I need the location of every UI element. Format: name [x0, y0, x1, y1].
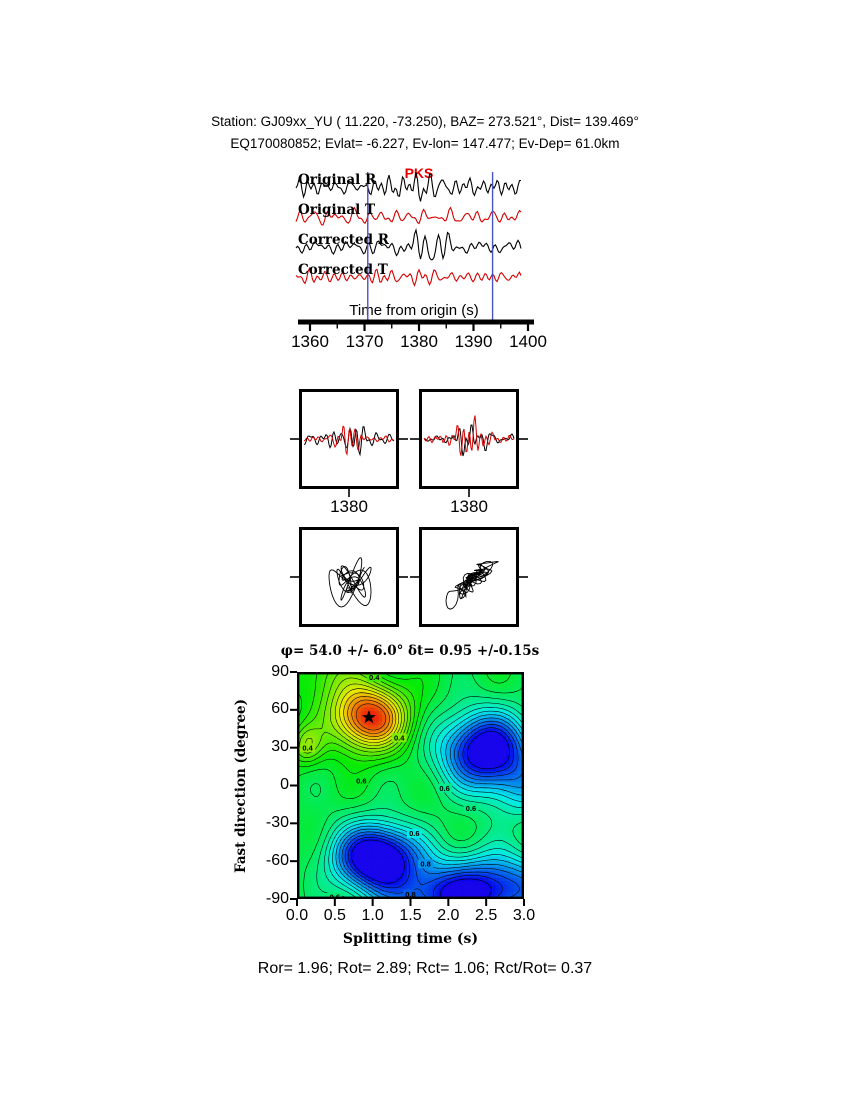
contour-ytick-60: 60 — [271, 700, 289, 718]
svg-text:0.8: 0.8 — [420, 860, 430, 869]
trace-label-1: Original T — [298, 202, 376, 218]
window-trace-r-1 — [423, 424, 515, 457]
window-waveform-box-original — [299, 389, 399, 489]
contour-ytick--90: -90 — [265, 889, 289, 907]
contour-ytick-30: 30 — [271, 738, 289, 756]
contour-xtick-0.5: 0.5 — [323, 907, 346, 924]
particle-motion-box-corrected — [419, 527, 519, 627]
window-waveform-box-corrected — [419, 389, 519, 489]
contour-label-2: 0.4 — [391, 733, 407, 742]
particle-motion-svg-corrected — [445, 560, 500, 610]
window-waveform-svg-corrected — [423, 415, 515, 457]
error-surface-svg: 0.4 0.4 0.4 0.6 0.6 0.6 0.6 0.8 0.8 0.6 — [297, 672, 524, 899]
contour-xtick-1.5: 1.5 — [399, 907, 422, 924]
contour-xtick-2.5: 2.5 — [475, 907, 498, 924]
contour-label-5: 0.6 — [463, 803, 479, 813]
contour-label-0: 0.4 — [366, 672, 382, 682]
best-fit-star — [362, 710, 376, 724]
window-tick-label-1: 1380 — [450, 497, 488, 516]
particle-motion-path-0 — [328, 557, 372, 608]
trace-label-3: Corrected T — [298, 262, 388, 278]
svg-text:0.4: 0.4 — [302, 744, 313, 753]
window-trace-t-0 — [303, 425, 395, 457]
contour-ytick-0: 0 — [280, 776, 289, 793]
contour-label-7: 0.8 — [418, 859, 434, 869]
contour-label-6: 0.6 — [406, 828, 422, 838]
svg-text:0.4: 0.4 — [369, 673, 380, 682]
event-header: EQ170080852; Evlat= -6.227, Ev-lon= 147.… — [230, 136, 620, 151]
svg-text:0.6: 0.6 — [466, 804, 476, 813]
contour-xtick-0.0: 0.0 — [285, 907, 309, 924]
time-tick-1380: 1380 — [400, 332, 438, 351]
svg-text:0.8: 0.8 — [405, 890, 415, 899]
contour-label-8: 0.8 — [403, 889, 418, 899]
time-axis-label: Time from origin (s) — [349, 302, 479, 319]
svg-text:0.6: 0.6 — [356, 776, 366, 785]
time-tick-1360: 1360 — [291, 332, 329, 351]
particle-motion-svg-uncorrected — [328, 557, 372, 608]
trace-label-2: Corrected R — [298, 232, 389, 248]
window-tick-label-0: 1380 — [330, 497, 368, 516]
splitting-result-title: φ= 54.0 +/- 6.0° δt= 0.95 +/-0.15s — [280, 643, 540, 659]
station-header: Station: GJ09xx_YU ( 11.220, -73.250), B… — [211, 114, 639, 129]
phase-label-pks: PKS — [404, 165, 434, 181]
time-tick-1400: 1400 — [509, 332, 547, 351]
contour-ytick-90: 90 — [271, 662, 289, 680]
svg-text:0.6: 0.6 — [409, 829, 419, 838]
svg-text:0.6: 0.6 — [439, 784, 449, 793]
contour-xtick-2.0: 2.0 — [437, 907, 460, 924]
window-trace-t-1 — [423, 415, 515, 456]
contour-label-4: 0.6 — [437, 783, 453, 793]
contour-label-1: 0.4 — [300, 743, 316, 753]
results-footer: Ror= 1.96; Rot= 2.89; Rct= 1.06; Rct/Rot… — [257, 960, 593, 977]
contour-xlabel: Splitting time (s) — [342, 931, 479, 947]
particle-motion-path-1 — [445, 560, 500, 610]
contour-label-3: 0.6 — [353, 776, 369, 785]
particle-motion-box-uncorrected — [299, 527, 399, 627]
contour-ytick--30: -30 — [265, 813, 289, 831]
contour-xtick-3.0: 3.0 — [512, 907, 536, 924]
time-tick-1390: 1390 — [454, 332, 493, 351]
svg-text:0.4: 0.4 — [394, 733, 405, 742]
error-surface-plot: 0.4 0.4 0.4 0.6 0.6 0.6 0.6 0.8 0.8 0.6 — [297, 672, 524, 899]
trace-label-0: Original R — [298, 172, 377, 188]
window-waveform-svg-original — [303, 425, 395, 457]
contour-xtick-1.0: 1.0 — [361, 907, 384, 924]
contour-ytick--60: -60 — [265, 851, 289, 869]
svg-text:0.6: 0.6 — [330, 892, 340, 899]
time-tick-1370: 1370 — [345, 332, 384, 351]
